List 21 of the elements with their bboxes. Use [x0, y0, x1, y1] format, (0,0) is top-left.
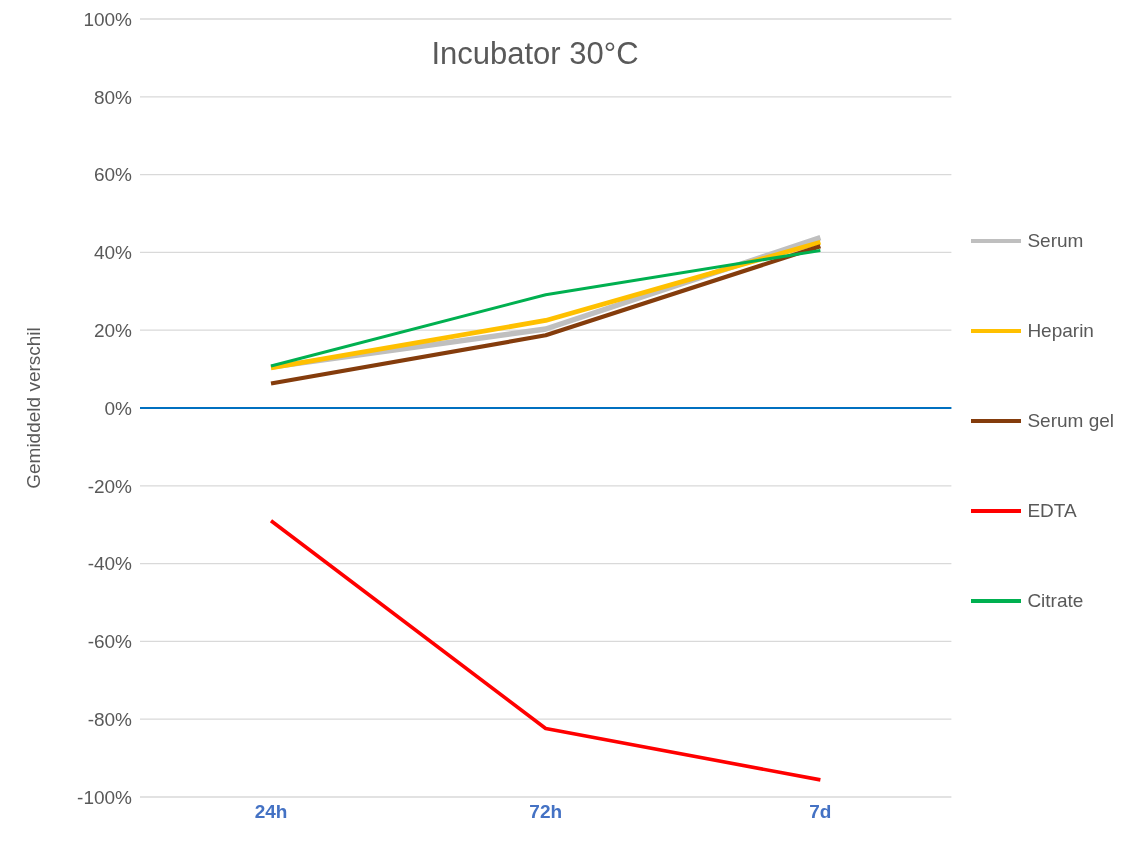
legend-label: Citrate	[1027, 589, 1084, 612]
y-tick-label: -60%	[87, 631, 133, 653]
x-tick-label: 72h	[529, 801, 563, 823]
y-tick-label: 60%	[93, 164, 133, 186]
text: Incubator 30°C	[430, 36, 640, 72]
legend-label: EDTA	[1027, 499, 1077, 522]
y-tick-label: -20%	[87, 475, 133, 497]
y-tick-label: 20%	[93, 319, 133, 341]
legend-label: Serum gel	[1027, 409, 1114, 432]
x-tick-label: 7d	[809, 801, 832, 823]
y-tick-label: 100%	[83, 8, 133, 30]
y-axis-title: Gemiddeld verschil	[22, 327, 44, 489]
y-tick-label: -80%	[87, 708, 133, 730]
x-tick-label: 24h	[254, 801, 288, 823]
y-tick-label: 80%	[93, 86, 133, 108]
y-tick-label: -40%	[87, 553, 133, 575]
legend-label: Heparin	[1027, 319, 1094, 342]
y-tick-label: -100%	[77, 786, 133, 808]
y-tick-label: 40%	[93, 242, 133, 264]
legend-label: Serum	[1027, 229, 1084, 252]
y-tick-label: 0%	[104, 397, 133, 419]
